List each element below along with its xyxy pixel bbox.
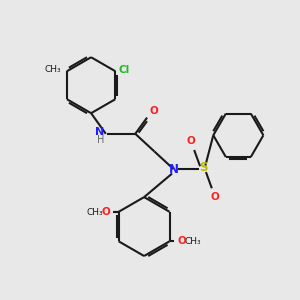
Text: N: N — [95, 127, 104, 137]
Text: CH₃: CH₃ — [87, 208, 103, 217]
Text: O: O — [211, 192, 220, 202]
Text: S: S — [199, 161, 207, 174]
Text: O: O — [102, 207, 110, 217]
Text: Cl: Cl — [118, 65, 130, 75]
Text: O: O — [178, 236, 187, 246]
Text: N: N — [169, 163, 178, 176]
Text: O: O — [149, 106, 158, 116]
Text: O: O — [186, 136, 195, 146]
Text: CH₃: CH₃ — [44, 65, 61, 74]
Text: CH₃: CH₃ — [185, 237, 202, 246]
Text: H: H — [97, 135, 104, 145]
